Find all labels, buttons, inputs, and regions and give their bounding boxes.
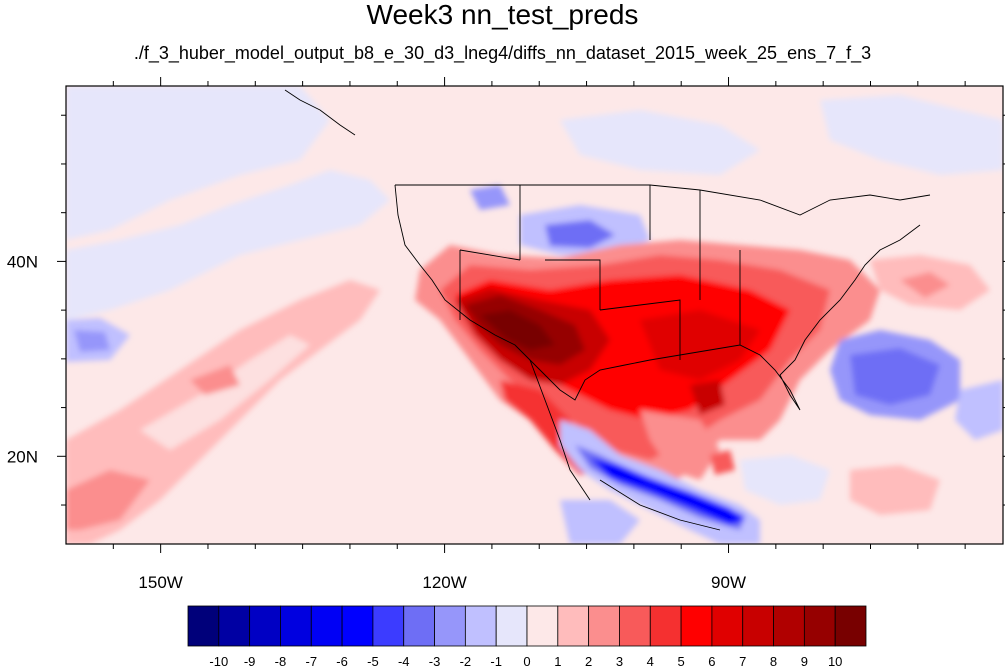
colorbar-label: -9 — [244, 654, 256, 669]
colorbar-label: 6 — [708, 654, 715, 669]
colorbar-swatch — [680, 605, 713, 647]
colorbar-swatch — [372, 605, 405, 647]
colorbar-label: 5 — [677, 654, 684, 669]
north-plains-neg — [545, 220, 615, 248]
colorbar-label: -10 — [209, 654, 228, 669]
colorbar-swatch — [187, 605, 220, 647]
colorbar-swatch — [341, 605, 374, 647]
colorbar-label: 8 — [770, 654, 777, 669]
colorbar-swatch — [403, 605, 435, 647]
colorbar-label: 1 — [554, 654, 561, 669]
y-tick-label: 40N — [7, 252, 38, 271]
x-tick-label: 150W — [138, 573, 182, 592]
map-frame — [65, 85, 1004, 545]
colorbar-label: 10 — [828, 654, 842, 669]
colorbar-label: 2 — [585, 654, 592, 669]
colorbar-swatch — [434, 605, 466, 647]
map-field — [66, 86, 1003, 544]
colorbar-label: -7 — [305, 654, 317, 669]
x-tick-label: 120W — [422, 573, 466, 592]
colorbar-swatch — [557, 605, 590, 647]
colorbar-swatch — [280, 605, 312, 647]
colorbar-swatch — [249, 605, 281, 647]
figure-subtitle: ./f_3_huber_model_output_b8_e_30_d3_lneg… — [133, 43, 872, 63]
colorbar-label: -6 — [336, 654, 348, 669]
colorbar-swatch — [526, 605, 559, 647]
colorbar: -10 -9 -8 -7 -6 -5 -4 -3 -2 -1 0 1 2 3 4 5 6 7 8 9 10 — [187, 605, 867, 669]
north-pacific-neg — [66, 86, 330, 240]
axis-ticks: 150W 120W 90W 20N 40N — [7, 77, 1005, 592]
southeast-us-warm — [690, 380, 725, 415]
colorbar-swatch — [464, 605, 497, 647]
colorbar-swatch — [588, 605, 620, 647]
colorbar-label: -4 — [398, 654, 410, 669]
figure-title: Week3 nn_test_preds — [366, 0, 639, 30]
colorbar-swatch — [803, 605, 836, 647]
colorbar-label: 9 — [801, 654, 808, 669]
colorbar-label: -5 — [367, 654, 379, 669]
colorbar-swatch — [711, 605, 744, 647]
colorbar-swatch — [834, 605, 867, 647]
field-contours — [66, 86, 1003, 544]
colorbar-swatch — [773, 605, 805, 647]
atlantic-neg — [850, 348, 940, 405]
colorbar-label: 7 — [739, 654, 746, 669]
colorbar-label: -2 — [460, 654, 472, 669]
central-america-neg — [590, 458, 745, 525]
colorbar-label: -1 — [490, 654, 502, 669]
colorbar-swatch — [310, 605, 343, 647]
colorbar-label: 4 — [647, 654, 654, 669]
colorbar-swatch — [218, 605, 251, 647]
colorbar-label: -8 — [275, 654, 287, 669]
colorbar-label: 0 — [523, 654, 530, 669]
coastlines — [284, 89, 931, 531]
colorbar-swatch — [742, 605, 774, 647]
colorbar-swatch — [649, 605, 682, 647]
colorbar-label: -3 — [429, 654, 441, 669]
colorbar-swatch — [619, 605, 651, 647]
colorbar-label: 3 — [616, 654, 623, 669]
y-tick-label: 20N — [7, 447, 38, 466]
x-tick-label: 90W — [711, 573, 746, 592]
colorbar-swatch — [495, 605, 528, 647]
